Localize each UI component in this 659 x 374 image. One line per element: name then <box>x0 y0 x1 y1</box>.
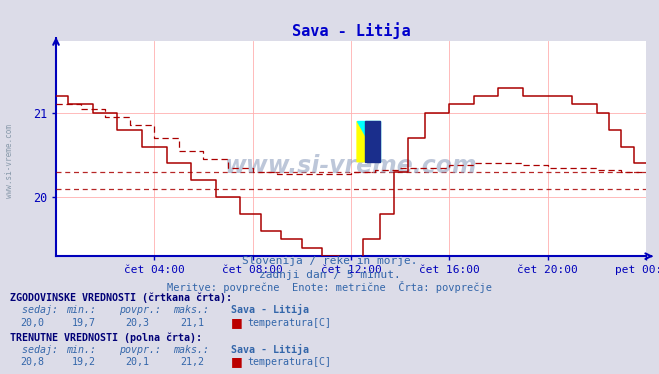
Text: 20,3: 20,3 <box>125 318 149 328</box>
Text: Meritve: povprečne  Enote: metrične  Črta: povprečje: Meritve: povprečne Enote: metrične Črta:… <box>167 280 492 292</box>
Text: maks.:: maks.: <box>173 345 210 355</box>
Text: Sava - Litija: Sava - Litija <box>231 344 308 355</box>
Text: TRENUTNE VREDNOSTI (polna črta):: TRENUTNE VREDNOSTI (polna črta): <box>10 332 202 343</box>
Text: 20,1: 20,1 <box>125 358 149 367</box>
Text: sedaj:: sedaj: <box>10 345 58 355</box>
Text: ZGODOVINSKE VREDNOSTI (črtkana črta):: ZGODOVINSKE VREDNOSTI (črtkana črta): <box>10 292 232 303</box>
Text: 20,0: 20,0 <box>20 318 43 328</box>
Text: Sava - Litija: Sava - Litija <box>231 304 308 315</box>
Text: 20,8: 20,8 <box>20 358 43 367</box>
Text: zadnji dan / 5 minut.: zadnji dan / 5 minut. <box>258 270 401 280</box>
Text: maks.:: maks.: <box>173 306 210 315</box>
Text: temperatura[C]: temperatura[C] <box>247 318 331 328</box>
Text: www.si-vreme.com: www.si-vreme.com <box>225 154 477 178</box>
Text: Slovenija / reke in morje.: Slovenija / reke in morje. <box>242 256 417 266</box>
Text: 21,1: 21,1 <box>180 318 204 328</box>
Bar <box>365 121 380 162</box>
Text: temperatura[C]: temperatura[C] <box>247 358 331 367</box>
Text: 19,2: 19,2 <box>72 358 96 367</box>
Text: www.si-vreme.com: www.si-vreme.com <box>5 124 14 198</box>
Text: 19,7: 19,7 <box>72 318 96 328</box>
Polygon shape <box>357 121 380 162</box>
Text: 21,2: 21,2 <box>180 358 204 367</box>
Text: min.:: min.: <box>66 306 96 315</box>
Title: Sava - Litija: Sava - Litija <box>291 22 411 39</box>
Text: povpr.:: povpr.: <box>119 345 161 355</box>
Text: ■: ■ <box>231 316 243 329</box>
Text: ■: ■ <box>231 355 243 368</box>
Polygon shape <box>357 121 380 162</box>
Text: min.:: min.: <box>66 345 96 355</box>
Text: povpr.:: povpr.: <box>119 306 161 315</box>
Text: sedaj:: sedaj: <box>10 306 58 315</box>
